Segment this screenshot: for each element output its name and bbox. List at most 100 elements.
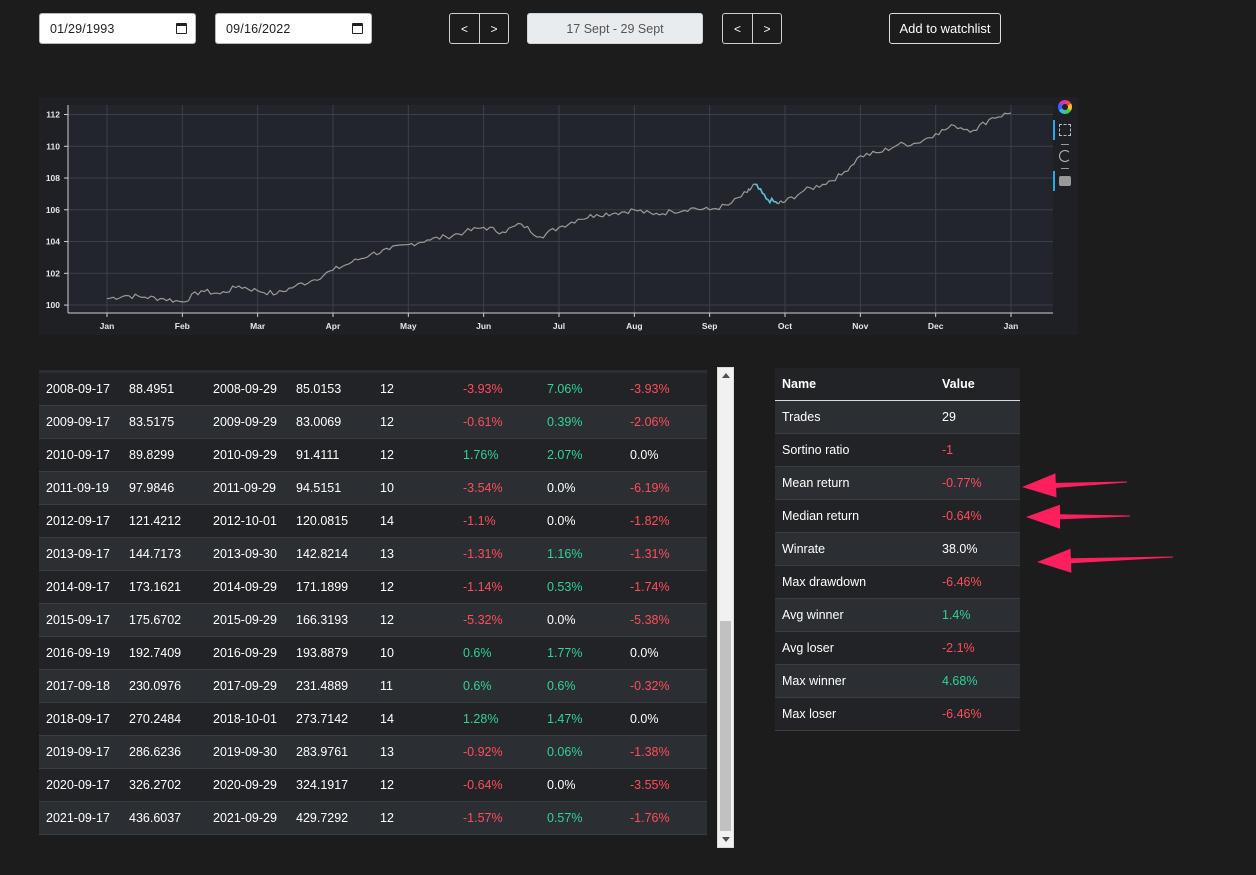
start-date-value: 01/29/1993 — [50, 21, 115, 36]
stats-row: Mean return -0.77% — [775, 467, 1020, 500]
entry-price-cell: 97.9846 — [129, 481, 175, 495]
add-to-watchlist-button[interactable]: Add to watchlist — [889, 13, 1001, 44]
entry-date-cell: 2010-09-17 — [46, 448, 110, 462]
entry-price-cell: 286.6236 — [129, 745, 182, 759]
entry-date-cell: 2012-09-17 — [46, 514, 110, 528]
prev-year-button[interactable]: < — [460, 21, 468, 36]
bokeh-logo-icon[interactable] — [1058, 100, 1072, 114]
end-date-input[interactable]: 09/16/2022 — [215, 13, 372, 44]
exit-price-cell: 429.7292 — [296, 811, 349, 825]
scroll-up-button[interactable] — [718, 368, 733, 383]
entry-date-cell: 2019-09-17 — [46, 745, 110, 759]
days-cell: 12 — [380, 415, 394, 429]
x-tick-label: Apr — [326, 321, 341, 331]
reset-icon[interactable] — [1059, 150, 1071, 162]
stat-value: -6.46% — [942, 707, 982, 721]
exit-date-cell: 2016-09-29 — [213, 646, 277, 660]
table-row[interactable]: 2015-09-17 175.6702 2015-09-29 166.3193 12 -5… — [39, 604, 707, 637]
table-row[interactable]: 2009-09-17 83.5175 2009-09-29 83.0069 12 -0.6… — [39, 406, 707, 439]
stat-value: -0.64% — [942, 509, 982, 523]
entry-date-cell: 2015-09-17 — [46, 613, 110, 627]
stats-row: Avg loser -2.1% — [775, 632, 1020, 665]
next-year-button[interactable]: > — [479, 14, 508, 43]
entry-date-cell: 2009-09-17 — [46, 415, 110, 429]
active-tool-indicator — [1053, 171, 1055, 191]
y-tick-label: 100 — [46, 300, 60, 310]
stats-row: Sortino ratio -1 — [775, 434, 1020, 467]
year-pager: < > — [449, 13, 509, 44]
y-tick-label: 110 — [46, 141, 60, 151]
min-return-cell: 0.0% — [630, 712, 659, 726]
exit-date-cell: 2008-09-29 — [213, 382, 277, 396]
x-tick-label: Jan — [1004, 321, 1019, 331]
entry-price-cell: 192.7409 — [129, 646, 182, 660]
calendar-icon[interactable] — [352, 23, 363, 34]
price-chart-svg[interactable]: 100 102 104 106 108 110 112 Jan Feb Mar Apr May Jun J… — [39, 97, 1078, 335]
entry-price-cell: 89.8299 — [129, 448, 175, 462]
return-cell: 1.28% — [463, 712, 499, 726]
y-tick-label: 112 — [46, 110, 60, 120]
max-return-cell: 1.47% — [547, 712, 583, 726]
x-tick-label: Feb — [175, 321, 190, 331]
table-row[interactable]: 2008-09-17 88.4951 2008-09-29 85.0153 12 -3.9… — [39, 373, 707, 406]
chart-toolbar — [1053, 98, 1078, 198]
exit-date-cell: 2019-09-30 — [213, 745, 277, 759]
next-range-button[interactable]: > — [752, 14, 781, 43]
prev-range-button[interactable]: < — [733, 21, 741, 36]
table-row[interactable]: 2011-09-19 97.9846 2011-09-29 94.5151 10 -3.5… — [39, 472, 707, 505]
table-row[interactable]: 2021-09-17 436.6037 2021-09-29 429.7292 12 -1… — [39, 802, 707, 835]
scroll-thumb[interactable] — [720, 621, 731, 831]
entry-price-cell: 436.6037 — [129, 811, 182, 825]
table-row[interactable]: 2010-09-17 89.8299 2010-09-29 91.4111 12 1.76… — [39, 439, 707, 472]
min-return-cell: 0.0% — [630, 448, 659, 462]
table-row-partial — [39, 370, 707, 373]
trades-scrollbar[interactable] — [717, 367, 734, 848]
days-cell: 12 — [380, 778, 394, 792]
stat-value: 29 — [942, 410, 956, 424]
calendar-icon[interactable] — [176, 23, 187, 34]
table-row[interactable]: 2014-09-17 173.1621 2014-09-29 171.1899 12 -1… — [39, 571, 707, 604]
series-line — [106, 112, 1012, 303]
arrow-up-icon — [721, 373, 730, 378]
max-return-cell: 1.16% — [547, 547, 583, 561]
min-return-cell: -1.31% — [630, 547, 670, 561]
max-return-cell: 0.57% — [547, 811, 583, 825]
x-tick-label: Oct — [778, 321, 792, 331]
entry-price-cell: 88.4951 — [129, 382, 175, 396]
exit-date-cell: 2013-09-30 — [213, 547, 277, 561]
table-row[interactable]: 2019-09-17 286.6236 2019-09-30 283.9761 13 -0… — [39, 736, 707, 769]
stats-row: Max loser -6.46% — [775, 698, 1020, 731]
exit-price-cell: 171.1899 — [296, 580, 349, 594]
min-return-cell: -2.06% — [630, 415, 670, 429]
scroll-down-button[interactable] — [718, 832, 733, 847]
stats-row: Winrate 38.0% — [775, 533, 1020, 566]
header-name: Name — [782, 377, 817, 391]
table-row[interactable]: 2016-09-19 192.7409 2016-09-29 193.8879 10 0.… — [39, 637, 707, 670]
table-row[interactable]: 2017-09-18 230.0976 2017-09-29 231.4889 11 0.… — [39, 670, 707, 703]
hover-tool-icon[interactable] — [1059, 176, 1071, 186]
exit-date-cell: 2020-09-29 — [213, 778, 277, 792]
table-row[interactable]: 2012-09-17 121.4212 2012-10-01 120.0815 14 -1… — [39, 505, 707, 538]
max-return-cell: 7.06% — [547, 382, 583, 396]
start-date-input[interactable]: 01/29/1993 — [39, 13, 196, 44]
box-select-icon[interactable] — [1059, 124, 1071, 136]
price-chart[interactable]: 100 102 104 106 108 110 112 Jan Feb Mar Apr May Jun J… — [39, 97, 1078, 335]
table-row[interactable]: 2020-09-17 326.2702 2020-09-29 324.1917 12 -0… — [39, 769, 707, 802]
entry-date-cell: 2021-09-17 — [46, 811, 110, 825]
max-return-cell: 0.6% — [547, 679, 576, 693]
toolbar-divider — [1061, 144, 1069, 145]
plot-area — [68, 105, 1053, 313]
table-row[interactable]: 2013-09-17 144.7173 2013-09-30 142.8214 13 -1… — [39, 538, 707, 571]
min-return-cell: -5.38% — [630, 613, 670, 627]
exit-price-cell: 231.4889 — [296, 679, 349, 693]
min-return-cell: -3.93% — [630, 382, 670, 396]
stats-header: Name Value — [775, 368, 1020, 401]
table-row[interactable]: 2018-09-17 270.2484 2018-10-01 273.7142 14 1.… — [39, 703, 707, 736]
stats-table: Name Value Trades 29 Sortino ratio -1 Mean r… — [775, 368, 1020, 731]
stat-value: 38.0% — [942, 542, 978, 556]
stats-row: Max winner 4.68% — [775, 665, 1020, 698]
entry-price-cell: 173.1621 — [129, 580, 182, 594]
days-cell: 12 — [380, 811, 394, 825]
stat-name: Max drawdown — [782, 575, 867, 589]
return-cell: -1.1% — [463, 514, 496, 528]
